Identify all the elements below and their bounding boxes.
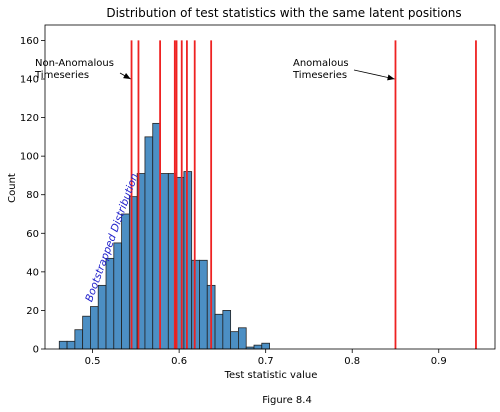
y-axis-label: Count [7, 173, 18, 203]
histogram-bar-25 [253, 344, 263, 350]
y-axis-ticks: 0 20 40 60 80 100 120 140 160 [20, 36, 45, 356]
x-axis-label: Test statistic value [224, 370, 318, 381]
x-tick-label-1: 0.6 [171, 356, 187, 367]
annotation-non-anomalous-line2: Timeseries [34, 70, 89, 81]
x-tick-label-4: 0.9 [431, 356, 447, 367]
annotation-anomalous-arrowhead [387, 74, 395, 81]
y-tick-label-3: 60 [26, 229, 39, 240]
x-tick-label-2: 0.7 [258, 356, 274, 367]
histogram-bars [58, 122, 270, 350]
annotation-anomalous: Anomalous Timeseries [292, 58, 352, 81]
histogram-bar-7 [113, 242, 122, 350]
y-tick-label-8: 160 [20, 36, 39, 47]
annotation-non-anomalous: Non-Anomalous Timeseries [34, 58, 117, 81]
histogram-bar-2 [74, 329, 84, 350]
histogram-bar-4 [90, 306, 99, 350]
histogram-bar-21 [222, 310, 232, 350]
histogram-bar-0 [58, 340, 68, 350]
histogram-bar-22 [230, 331, 239, 350]
plot-frame [44, 24, 496, 350]
histogram-bar-11 [144, 136, 154, 350]
y-tick-label-0: 0 [33, 345, 39, 356]
y-tick-label-6: 120 [20, 113, 39, 124]
annotation-anomalous-line2: Timeseries [292, 70, 347, 81]
histogram-bar-5 [97, 284, 107, 350]
histogram-bar-6 [105, 257, 115, 350]
threshold-lines [130, 40, 477, 349]
histogram-bar-1 [66, 340, 76, 350]
y-tick-label-2: 40 [26, 267, 39, 278]
x-axis-ticks: 0.5 0.6 0.7 0.8 0.9 [85, 349, 447, 367]
histogram-bar-20 [214, 313, 224, 350]
histogram-bar-8 [121, 213, 130, 350]
histogram-bar-18 [199, 259, 208, 350]
histogram-bar-9 [128, 196, 138, 350]
annotations: Non-Anomalous Timeseries Anomalous Times… [34, 58, 395, 303]
x-tick-label-3: 0.8 [344, 356, 360, 367]
x-tick-label-0: 0.5 [85, 356, 101, 367]
y-tick-label-5: 100 [20, 152, 39, 163]
y-tick-label-7: 140 [20, 75, 39, 86]
annotation-non-anomalous-arrowhead [123, 72, 131, 79]
y-tick-label-1: 20 [26, 306, 39, 317]
annotation-non-anomalous-line1: Non-Anomalous [35, 58, 114, 69]
chart-title: Distribution of test statistics with the… [106, 6, 461, 20]
figure-caption: Figure 8.4 [262, 395, 312, 406]
histogram-bar-3 [82, 315, 91, 350]
y-tick-label-4: 80 [26, 190, 39, 201]
histogram-bar-13 [160, 173, 169, 350]
histogram-bar-23 [238, 327, 247, 350]
histogram-bar-26 [261, 342, 270, 350]
annotation-anomalous-line1: Anomalous [293, 58, 349, 69]
